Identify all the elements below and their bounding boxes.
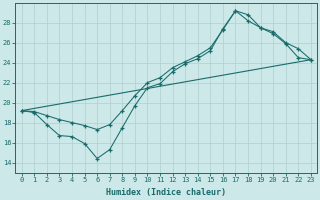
- X-axis label: Humidex (Indice chaleur): Humidex (Indice chaleur): [106, 188, 226, 197]
